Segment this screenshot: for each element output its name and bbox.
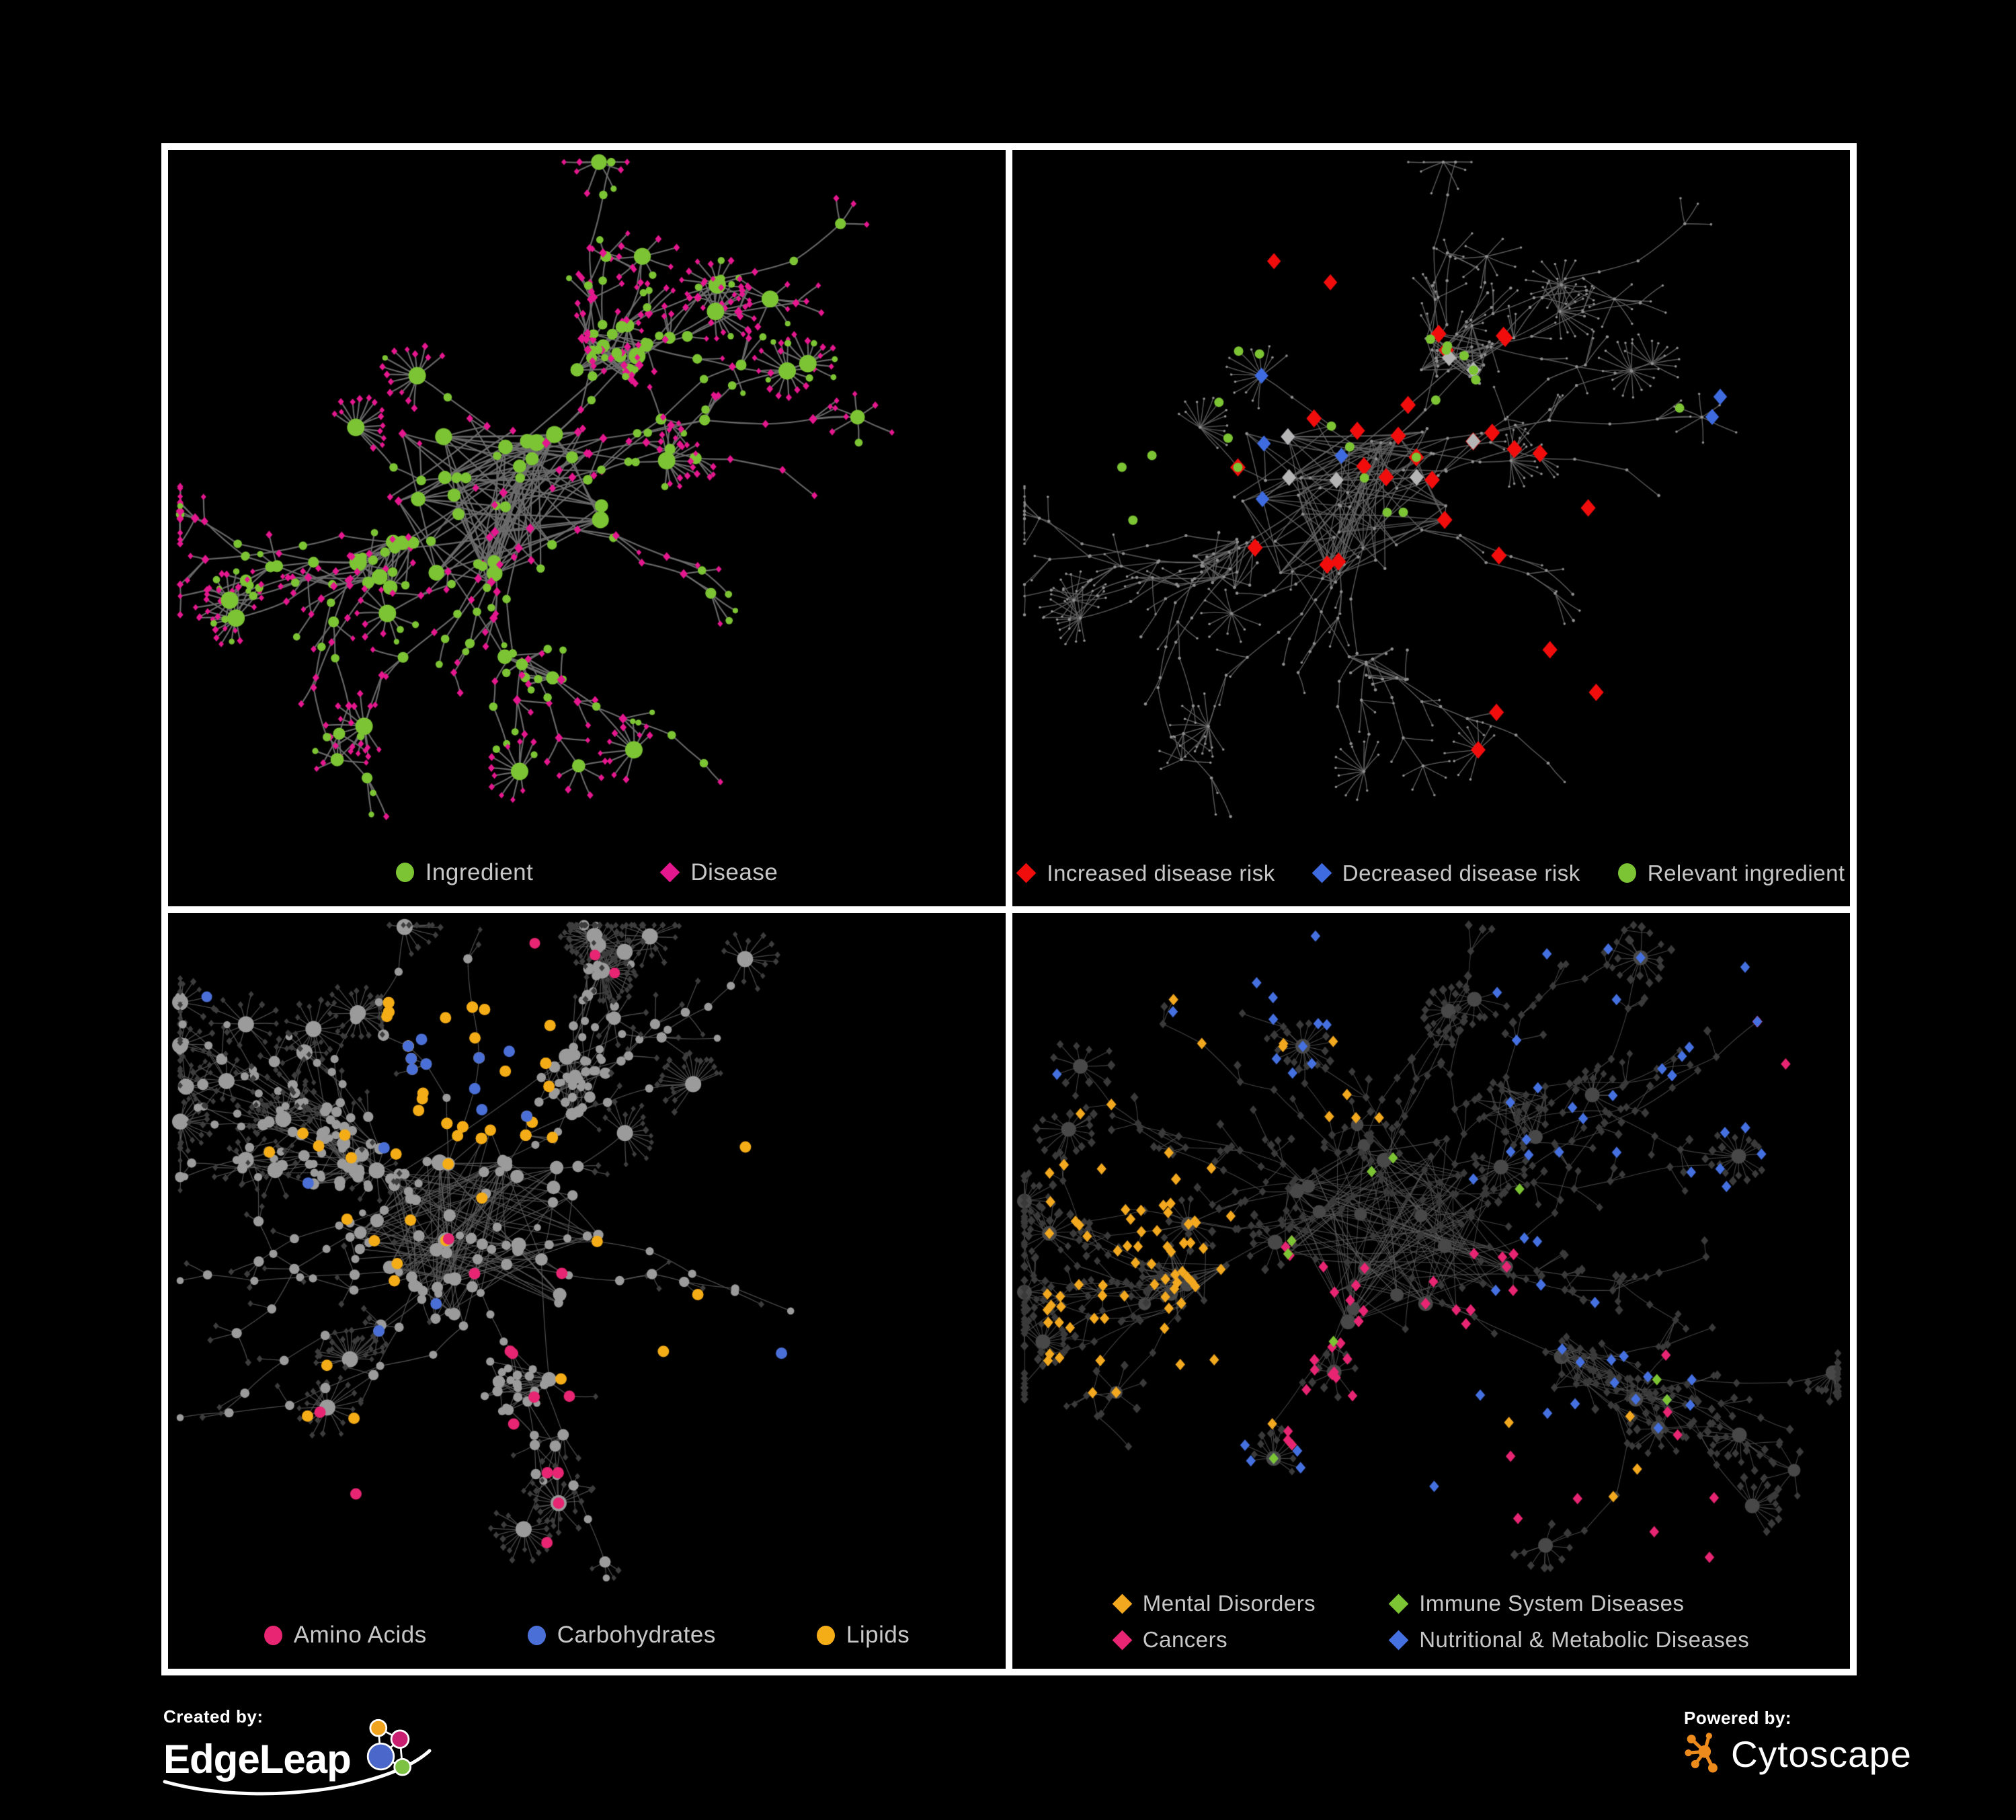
disease-risk-network xyxy=(1012,150,1850,906)
legend-item-disease: Disease xyxy=(660,859,778,886)
created-by-block: Created by: EdgeLeap xyxy=(163,1706,432,1796)
legend-item-decreased-risk: Decreased disease risk xyxy=(1312,860,1580,886)
panel-ingredient-disease: Ingredient Disease xyxy=(168,150,1006,906)
cytoscape-logo-icon xyxy=(1685,1733,1718,1773)
immune-system-marker-icon xyxy=(1388,1593,1409,1614)
powered-by-label: Powered by: xyxy=(1684,1708,1792,1728)
ingredient-marker-icon xyxy=(395,863,414,882)
legend-label: Ingredient xyxy=(425,859,534,885)
nutritional-metabolic-marker-icon xyxy=(1388,1630,1409,1650)
panels-grid: Ingredient Disease Increased disease ris… xyxy=(161,143,1857,1675)
cancers-marker-icon xyxy=(1112,1630,1133,1650)
decreased-risk-marker-icon xyxy=(1312,863,1332,883)
created-by-label: Created by: xyxy=(163,1706,264,1727)
legend-item-ingredient: Ingredient xyxy=(395,859,534,886)
powered-by-block: Powered by: Cytoscape xyxy=(1684,1708,1912,1777)
legend-item-relevant-ingredient: Relevant ingredient xyxy=(1617,860,1845,886)
legend-label: Decreased disease risk xyxy=(1342,860,1580,885)
legend-label: Amino Acids xyxy=(293,1622,427,1648)
legend-label: Disease xyxy=(690,859,778,885)
legend-label: Cancers xyxy=(1142,1627,1228,1652)
amino-acids-marker-icon xyxy=(264,1625,282,1645)
legend-macronutrients: Amino Acids Carbohydrates Lipids xyxy=(168,1622,1006,1649)
edgeleap-logo-text: EdgeLeap xyxy=(163,1736,352,1782)
legend-label: Immune System Diseases xyxy=(1419,1591,1685,1616)
legend-item-mental-disorders: Mental Disorders xyxy=(1112,1591,1316,1616)
legend-disease-risk: Increased disease risk Decreased disease… xyxy=(1012,861,1850,886)
increased-risk-marker-icon xyxy=(1016,863,1037,883)
panel-macronutrients: Amino Acids Carbohydrates Lipids xyxy=(168,912,1006,1669)
legend-label: Lipids xyxy=(846,1622,910,1648)
legend-label: Relevant ingredient xyxy=(1647,860,1845,885)
edgeleap-logo-icon xyxy=(366,1718,411,1776)
legend-label: Increased disease risk xyxy=(1047,860,1275,885)
lipids-marker-icon xyxy=(816,1625,835,1645)
panel-disease-classes: Mental Disorders Immune System Diseases … xyxy=(1012,912,1850,1669)
legend-label: Carbohydrates xyxy=(557,1622,716,1648)
ingredient-disease-network xyxy=(168,150,1006,906)
relevant-ingredient-marker-icon xyxy=(1617,863,1636,883)
legend-item-amino-acids: Amino Acids xyxy=(264,1622,427,1649)
legend-label: Mental Disorders xyxy=(1142,1591,1316,1616)
legend-item-cancers: Cancers xyxy=(1112,1627,1316,1653)
disease-marker-icon xyxy=(660,862,680,883)
legend-item-carbohydrates: Carbohydrates xyxy=(527,1622,716,1649)
legend-item-nutritional-metabolic: Nutritional & Metabolic Diseases xyxy=(1388,1627,1750,1653)
mental-disorders-marker-icon xyxy=(1112,1593,1133,1614)
legend-item-increased-risk: Increased disease risk xyxy=(1016,860,1275,886)
carbohydrates-marker-icon xyxy=(527,1625,546,1645)
legend-label: Nutritional & Metabolic Diseases xyxy=(1419,1627,1750,1652)
legend-ingredient-disease: Ingredient Disease xyxy=(168,859,1006,886)
macronutrients-network xyxy=(168,912,1006,1669)
legend-item-immune-system-diseases: Immune System Diseases xyxy=(1388,1591,1749,1616)
cytoscape-logo-text: Cytoscape xyxy=(1731,1733,1912,1775)
disease-classes-network xyxy=(1012,912,1850,1669)
panel-disease-risk: Increased disease risk Decreased disease… xyxy=(1012,150,1850,906)
legend-disease-classes: Mental Disorders Immune System Diseases … xyxy=(1012,1591,1850,1653)
legend-item-lipids: Lipids xyxy=(816,1622,910,1649)
